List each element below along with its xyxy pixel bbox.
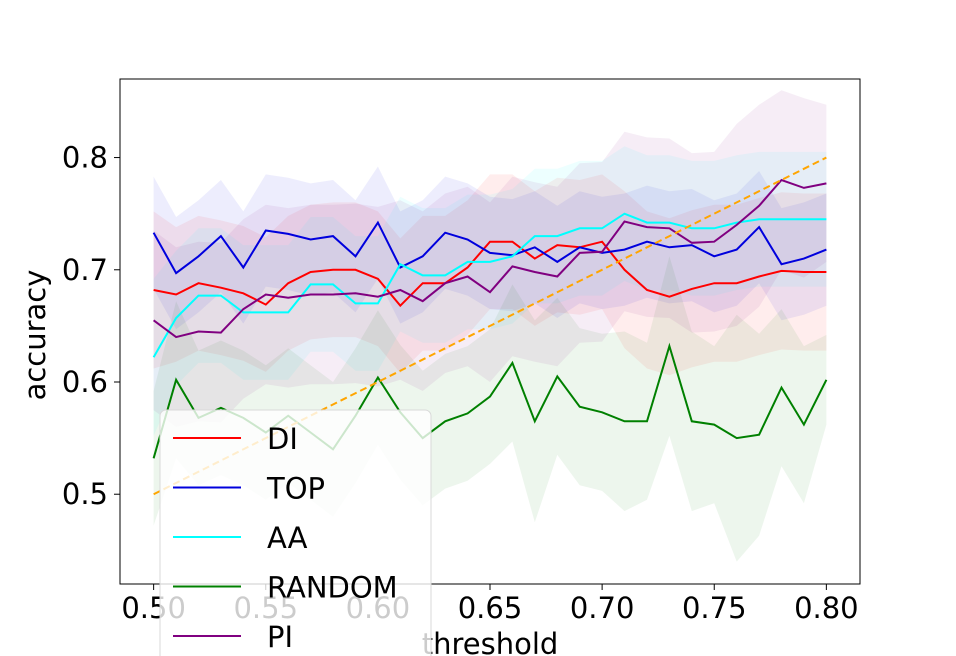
x-tick-label: 0.65 xyxy=(458,591,523,625)
legend-label-top: TOP xyxy=(266,472,325,506)
legend: DI TOP AA RANDOM PI xyxy=(159,409,432,656)
legend-box xyxy=(159,409,432,656)
series-line-pi xyxy=(153,178,827,339)
series-lines xyxy=(152,178,828,459)
legend-label-aa: AA xyxy=(267,521,308,555)
x-tick-label: 0.80 xyxy=(794,591,859,625)
band-di xyxy=(153,174,827,376)
y-axis-ticks: 0.5 0.6 0.7 0.8 xyxy=(62,141,120,511)
x-tick-label: 0.70 xyxy=(570,591,635,625)
band-top xyxy=(153,166,827,330)
series-line-di xyxy=(153,240,827,308)
x-tick-label: 0.75 xyxy=(682,591,747,625)
x-axis-label: threshold xyxy=(422,627,559,656)
y-tick-label: 0.7 xyxy=(62,253,108,287)
legend-label-di: DI xyxy=(267,422,298,456)
legend-label-random: RANDOM xyxy=(267,571,398,605)
y-tick-label: 0.5 xyxy=(62,477,108,511)
legend-label-pi: PI xyxy=(267,620,293,654)
band-pi xyxy=(153,90,827,427)
series-line-aa xyxy=(152,212,827,358)
y-tick-label: 0.6 xyxy=(62,365,108,399)
y-axis-label: accuracy xyxy=(18,270,52,401)
series-line-top xyxy=(152,220,827,275)
y-tick-label: 0.8 xyxy=(62,141,108,175)
